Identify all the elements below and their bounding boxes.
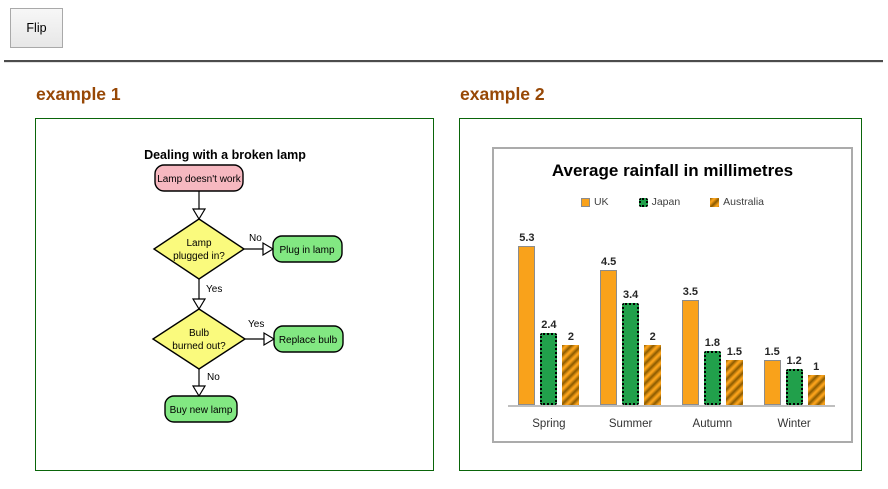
category-label-summer: Summer <box>608 418 653 430</box>
action-node-replace-bulb <box>273 325 344 353</box>
flowchart-title: Dealing with a broken lamp <box>144 148 306 162</box>
value-label-australia-winter: 1 <box>813 361 820 373</box>
bar-uk-winter <box>763 360 781 405</box>
bar-japan-spring <box>540 333 558 405</box>
value-label-australia-spring: 2 <box>567 331 574 343</box>
bar-group-autumn: 3.5 1.8 1.5 <box>672 286 754 405</box>
flowchart-image: Dealing with a broken lamp Lamp doesn't … <box>144 148 344 423</box>
legend-item-japan: Japan <box>638 196 681 208</box>
category-label-spring: Spring <box>532 418 566 430</box>
example-2-heading: example 2 <box>460 84 545 104</box>
bar-cell-uk-winter: 1.5 <box>763 346 781 405</box>
value-label-uk-summer: 4.5 <box>600 256 617 268</box>
start-node-label: Lamp doesn't work <box>157 174 242 185</box>
legend-marker-uk-icon <box>580 197 590 207</box>
bar-cell-uk-spring: 5.3 <box>518 232 536 405</box>
bar-cell-australia-spring: 2 <box>562 331 580 405</box>
value-label-uk-autumn: 3.5 <box>682 286 699 298</box>
chart-legend: UK Japan Australia <box>494 195 851 209</box>
legend-item-uk: UK <box>580 196 609 208</box>
value-label-uk-spring: 5.3 <box>519 232 535 244</box>
decision-node-1 <box>152 218 246 280</box>
value-label-japan-autumn: 1.8 <box>704 337 721 349</box>
arrowhead-down-icon <box>191 208 207 221</box>
example-1-heading: example 1 <box>36 84 121 104</box>
chart-categories: Spring Summer Autumn Winter <box>508 407 835 441</box>
value-label-uk-winter: 1.5 <box>764 346 780 358</box>
bar-japan-summer <box>622 303 640 405</box>
value-label-japan-spring: 2.4 <box>541 319 557 331</box>
legend-label-uk: UK <box>593 196 609 208</box>
value-label-australia-autumn: 1.5 <box>726 346 743 358</box>
bar-group-winter: 1.5 1.2 1 <box>753 346 835 405</box>
decision-2-label-line2: burned out? <box>172 341 226 352</box>
edge-label-yes-1: Yes <box>206 284 222 295</box>
legend-label-japan: Japan <box>651 196 681 208</box>
bar-cell-japan-winter: 1.2 <box>785 355 803 405</box>
legend-item-australia: Australia <box>710 196 764 208</box>
arrowhead-right-icon <box>262 241 275 257</box>
action-node-plug-in-lamp <box>272 235 343 263</box>
bar-cell-australia-summer: 2 <box>644 331 662 405</box>
rainfall-chart: Average rainfall in millimetres UK Japan A… <box>492 147 853 443</box>
decision-node-2 <box>151 308 247 370</box>
action-node-buy-new-lamp <box>164 395 238 423</box>
action-buy-new-lamp-label: Buy new lamp <box>170 405 233 416</box>
bar-cell-japan-autumn: 1.8 <box>703 337 721 405</box>
edge-label-no-2: No <box>207 372 220 383</box>
divider <box>4 60 883 63</box>
bar-australia-summer <box>644 345 662 405</box>
legend-label-australia: Australia <box>723 196 765 208</box>
legend-marker-japan-icon <box>638 197 648 207</box>
category-label-winter: Winter <box>777 418 811 430</box>
decision-1-label-line2: plugged in? <box>173 251 225 262</box>
bar-uk-autumn <box>681 300 699 405</box>
chart-plot: 5.3 2.4 2 4.5 3.4 2 3.5 1.8 1.5 1.5 1.2 1 <box>508 209 835 407</box>
action-plug-in-lamp-label: Plug in lamp <box>279 245 334 256</box>
example-1-panel: Dealing with a broken lamp Lamp doesn't … <box>35 118 434 471</box>
bar-group-summer: 4.5 3.4 2 <box>590 256 672 405</box>
arrowhead-down-icon <box>191 385 207 398</box>
chart-title: Average rainfall in millimetres <box>551 161 794 180</box>
bar-australia-autumn <box>725 360 743 405</box>
bar-australia-winter <box>807 375 825 405</box>
bar-cell-australia-autumn: 1.5 <box>725 346 743 405</box>
category-label-autumn: Autumn <box>692 418 733 430</box>
value-label-japan-summer: 3.4 <box>622 289 639 301</box>
decision-2-label-line1: Bulb <box>189 328 209 339</box>
bar-japan-autumn <box>703 351 721 405</box>
bar-cell-australia-winter: 1 <box>807 361 825 405</box>
value-label-australia-summer: 2 <box>649 331 656 343</box>
bar-australia-spring <box>562 345 580 405</box>
arrowhead-right-icon <box>263 331 276 347</box>
edge-label-no-1: No <box>249 233 262 244</box>
example-2-panel: Average rainfall in millimetres UK Japan A… <box>459 118 862 471</box>
bar-cell-uk-summer: 4.5 <box>600 256 618 405</box>
action-replace-bulb-label: Replace bulb <box>279 335 338 346</box>
flip-button[interactable]: Flip <box>10 8 63 48</box>
bar-cell-japan-spring: 2.4 <box>540 319 558 405</box>
legend-marker-australia-icon <box>710 197 720 207</box>
edge-label-yes-2: Yes <box>248 319 264 330</box>
arrowhead-down-icon <box>191 298 207 311</box>
bar-cell-japan-summer: 3.4 <box>622 289 640 405</box>
bar-uk-summer <box>600 270 618 405</box>
bar-cell-uk-autumn: 3.5 <box>681 286 699 405</box>
bar-uk-spring <box>518 246 536 405</box>
value-label-japan-winter: 1.2 <box>786 355 802 367</box>
bar-japan-winter <box>785 369 803 405</box>
bar-group-spring: 5.3 2.4 2 <box>508 232 590 405</box>
decision-1-label-line1: Lamp <box>186 238 211 249</box>
